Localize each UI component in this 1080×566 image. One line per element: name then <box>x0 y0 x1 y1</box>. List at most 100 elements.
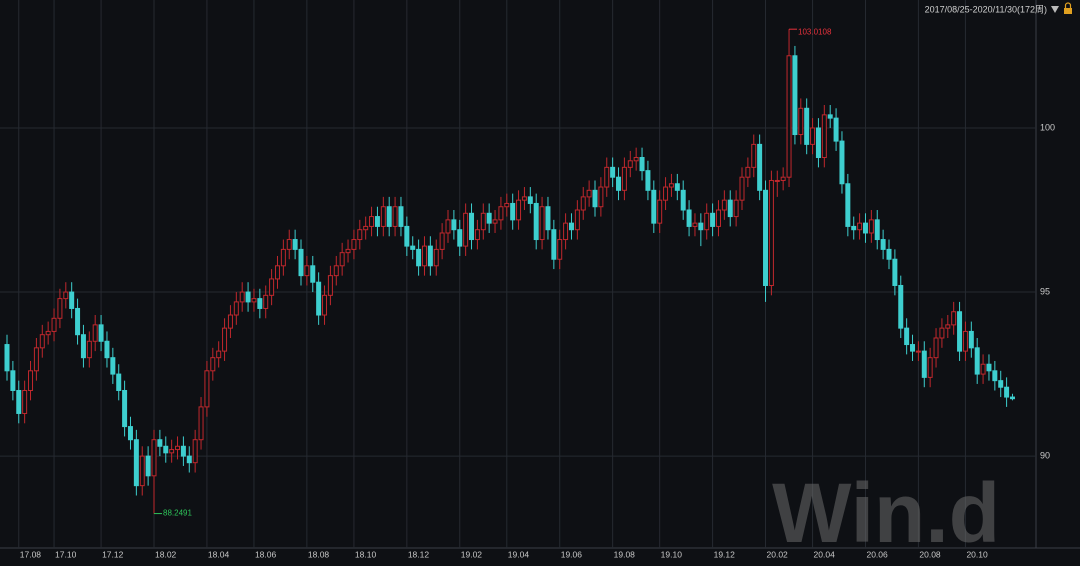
candle-body <box>151 439 157 477</box>
candle-body <box>563 222 569 241</box>
candle-body <box>116 373 122 391</box>
candle-body <box>968 330 974 349</box>
candle-body <box>157 439 163 447</box>
high-label: 103.0108 <box>798 27 832 36</box>
candle-body <box>322 294 328 316</box>
candle-body <box>369 216 375 227</box>
y-tick-label: 100 <box>1040 122 1055 132</box>
candle-body <box>898 284 904 329</box>
candle-body <box>410 245 416 250</box>
candle-body <box>216 350 222 359</box>
x-tick-label: 18.06 <box>255 549 277 559</box>
candle-body <box>915 350 921 353</box>
candle-body <box>57 298 63 319</box>
candle-body <box>92 324 98 342</box>
candle-body <box>1009 396 1015 400</box>
candle-body <box>663 186 669 201</box>
candle-body <box>698 222 704 231</box>
candle-body <box>551 229 557 260</box>
candle-body <box>721 199 727 211</box>
candle-body <box>98 324 104 342</box>
candle-body <box>80 334 86 359</box>
candle-body <box>33 347 39 372</box>
candle-body <box>86 340 92 359</box>
candle-body <box>692 222 698 227</box>
candle-body <box>192 439 198 464</box>
candle-body <box>815 127 821 159</box>
candle-body <box>962 330 968 352</box>
range-label[interactable]: 2017/08/25-2020/11/30(172周) <box>925 4 1047 14</box>
candle-body <box>233 301 239 316</box>
x-tick-label: 20.10 <box>966 549 988 559</box>
candle-body <box>821 114 827 159</box>
candle-body <box>4 344 10 372</box>
candle-body <box>751 143 757 168</box>
candle-body <box>910 344 916 352</box>
candle-body <box>345 248 351 254</box>
candle-body <box>527 196 533 204</box>
candle-body <box>316 281 322 316</box>
candle-body <box>733 199 739 218</box>
candle-body <box>480 212 486 231</box>
candle-body <box>251 298 257 303</box>
candle-body <box>169 449 175 454</box>
candle-body <box>533 202 539 241</box>
lock-icon[interactable] <box>1064 8 1072 14</box>
candle-body <box>104 340 110 359</box>
candle-body <box>715 209 721 227</box>
x-tick-label: 19.08 <box>614 549 636 559</box>
candle-body <box>992 370 998 382</box>
candle-body <box>469 212 475 241</box>
candle-body <box>445 219 451 234</box>
candle-body <box>380 206 386 227</box>
candle-body <box>827 114 833 119</box>
candle-body <box>69 291 75 309</box>
candle-body <box>904 327 910 346</box>
candle-body <box>980 363 986 375</box>
candle-body <box>16 389 22 414</box>
candle-body <box>163 445 169 454</box>
candle-body <box>10 370 16 391</box>
candle-body <box>198 406 204 441</box>
candle-body <box>398 206 404 227</box>
x-tick-label: 17.10 <box>55 549 77 559</box>
candle-body <box>45 330 51 336</box>
candle-body <box>586 189 592 198</box>
candle-body <box>616 176 622 191</box>
candle-body <box>180 445 186 457</box>
candle-body <box>122 389 128 428</box>
candle-body <box>75 307 81 336</box>
candle-body <box>710 212 716 227</box>
candle-body <box>51 317 57 332</box>
watermark: Win.d <box>772 466 1000 560</box>
candle-body <box>433 248 439 267</box>
candle-body <box>145 455 151 477</box>
x-tick-label: 20.02 <box>767 549 789 559</box>
candle-body <box>810 127 816 145</box>
candle-body <box>110 357 116 375</box>
candle-body <box>292 239 298 250</box>
candle-body <box>339 252 345 267</box>
x-tick-label: 18.12 <box>408 549 430 559</box>
x-tick-label: 17.12 <box>102 549 124 559</box>
candle-body <box>763 189 769 286</box>
candle-body <box>474 229 480 241</box>
x-tick-label: 17.08 <box>20 549 42 559</box>
candle-body <box>933 337 939 359</box>
candle-body <box>580 196 586 211</box>
candle-body <box>545 206 551 231</box>
candle-body <box>327 275 333 296</box>
candle-body <box>351 239 357 250</box>
candle-body <box>851 225 857 231</box>
candle-body <box>298 248 304 277</box>
candle-body <box>868 219 874 234</box>
candle-body <box>363 225 369 231</box>
candle-body <box>210 357 216 372</box>
candle-body <box>874 219 880 241</box>
x-tick-label: 19.06 <box>561 549 583 559</box>
candle-body <box>245 291 251 303</box>
dropdown-arrow[interactable] <box>1051 6 1059 13</box>
candle-body <box>610 166 616 178</box>
candle-body <box>674 183 680 191</box>
candle-body <box>921 350 927 378</box>
